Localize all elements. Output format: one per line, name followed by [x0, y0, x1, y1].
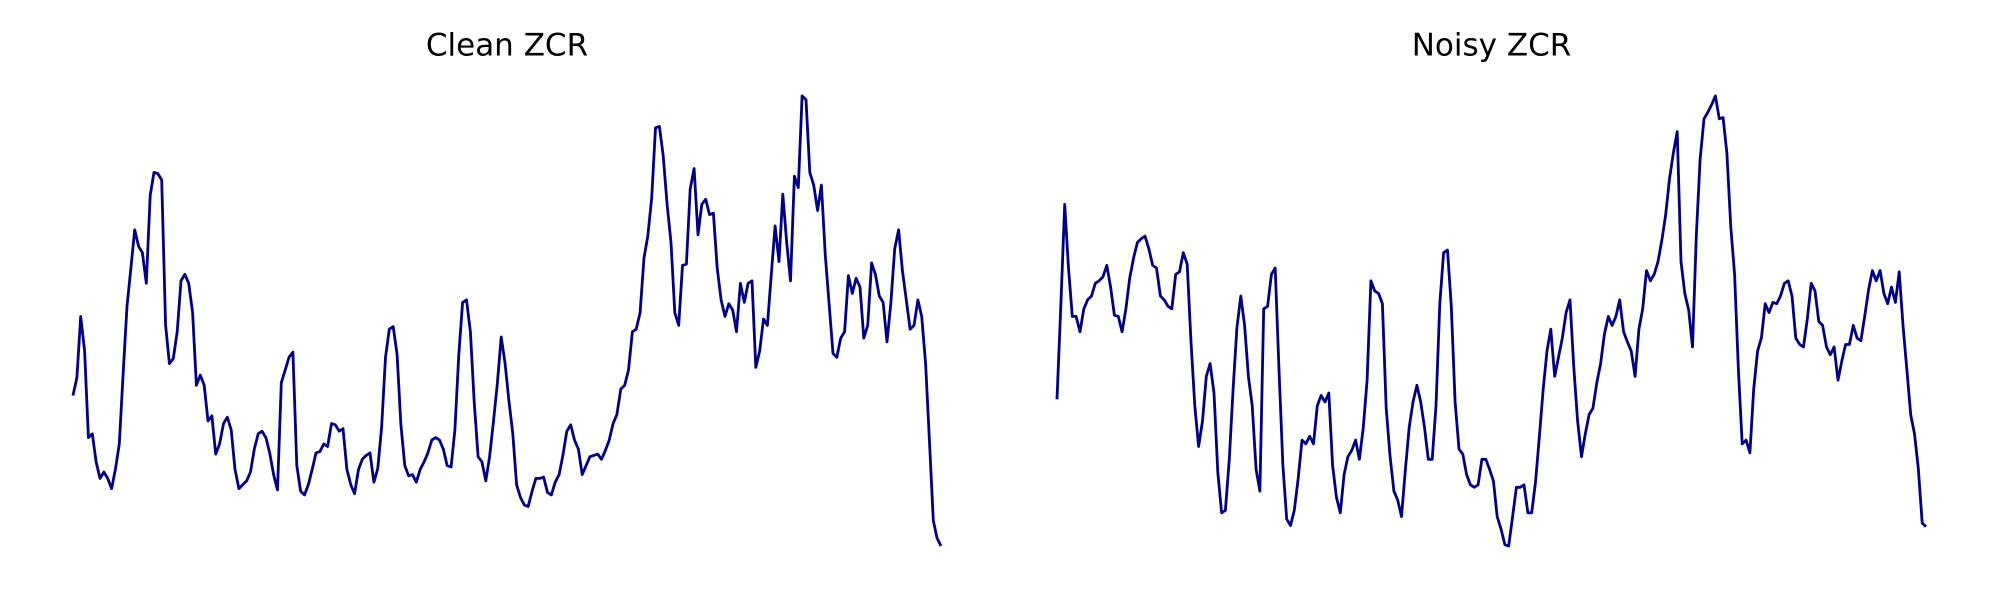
chart-title: Clean ZCR [426, 28, 588, 64]
data-line [71, 94, 943, 547]
data-line [1055, 94, 1927, 548]
chart-title: Noisy ZCR [1412, 28, 1572, 64]
